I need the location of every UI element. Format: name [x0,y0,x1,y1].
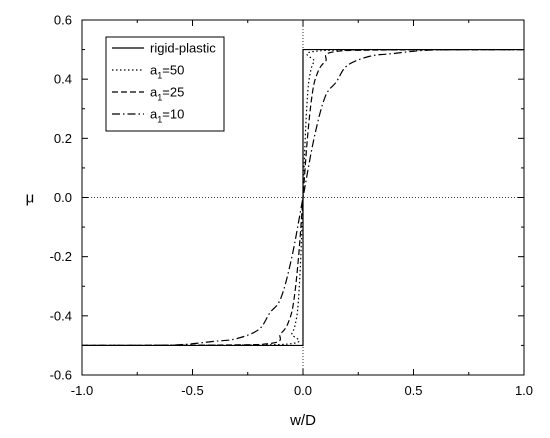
legend-label: a1=10 [150,107,184,125]
y-tick-label: 0.6 [54,13,72,28]
series-line-a1-25 [81,48,525,347]
legend-label-value: =10 [162,107,184,122]
legend-label-subscript: 1 [157,115,162,125]
x-tick-label: 0.0 [294,383,312,398]
x-axis-label: w/D [289,412,316,429]
legend-label: a1=50 [150,63,184,81]
legend-label-main: a [150,107,158,122]
series-layer [81,48,525,347]
x-tick-label: 1.0 [515,383,533,398]
legend-label-subscript: 1 [157,93,162,103]
legend-label: rigid-plastic [150,41,216,56]
legend-label-value: =25 [162,85,184,100]
y-tick-label: 0.4 [54,72,72,87]
series-line-a1-10 [81,48,525,347]
y-axis: -0.6 -0.4 -0.2 0.0 0.2 0.4 0.6 [50,13,524,383]
x-tick-label: 0.5 [404,383,422,398]
y-tick-label: 0.2 [54,131,72,146]
legend-label-subscript: 1 [157,71,162,81]
y-axis-label: μ [26,190,35,207]
y-tick-label: 0.0 [54,190,72,205]
y-tick-label: -0.4 [50,308,72,323]
x-axis: -1.0 -0.5 0.0 0.5 1.0 [71,20,533,398]
y-tick-label: -0.2 [50,249,72,264]
legend-label: a1=25 [150,85,184,103]
y-tick-label: -0.6 [50,368,72,383]
legend-label-main: rigid-plastic [150,41,216,56]
legend-label-value: =50 [162,63,184,78]
x-tick-label: -1.0 [71,383,93,398]
legend-label-main: a [150,63,158,78]
x-tick-label: -0.5 [181,383,203,398]
legend-box [105,36,225,132]
legend-label-main: a [150,85,158,100]
